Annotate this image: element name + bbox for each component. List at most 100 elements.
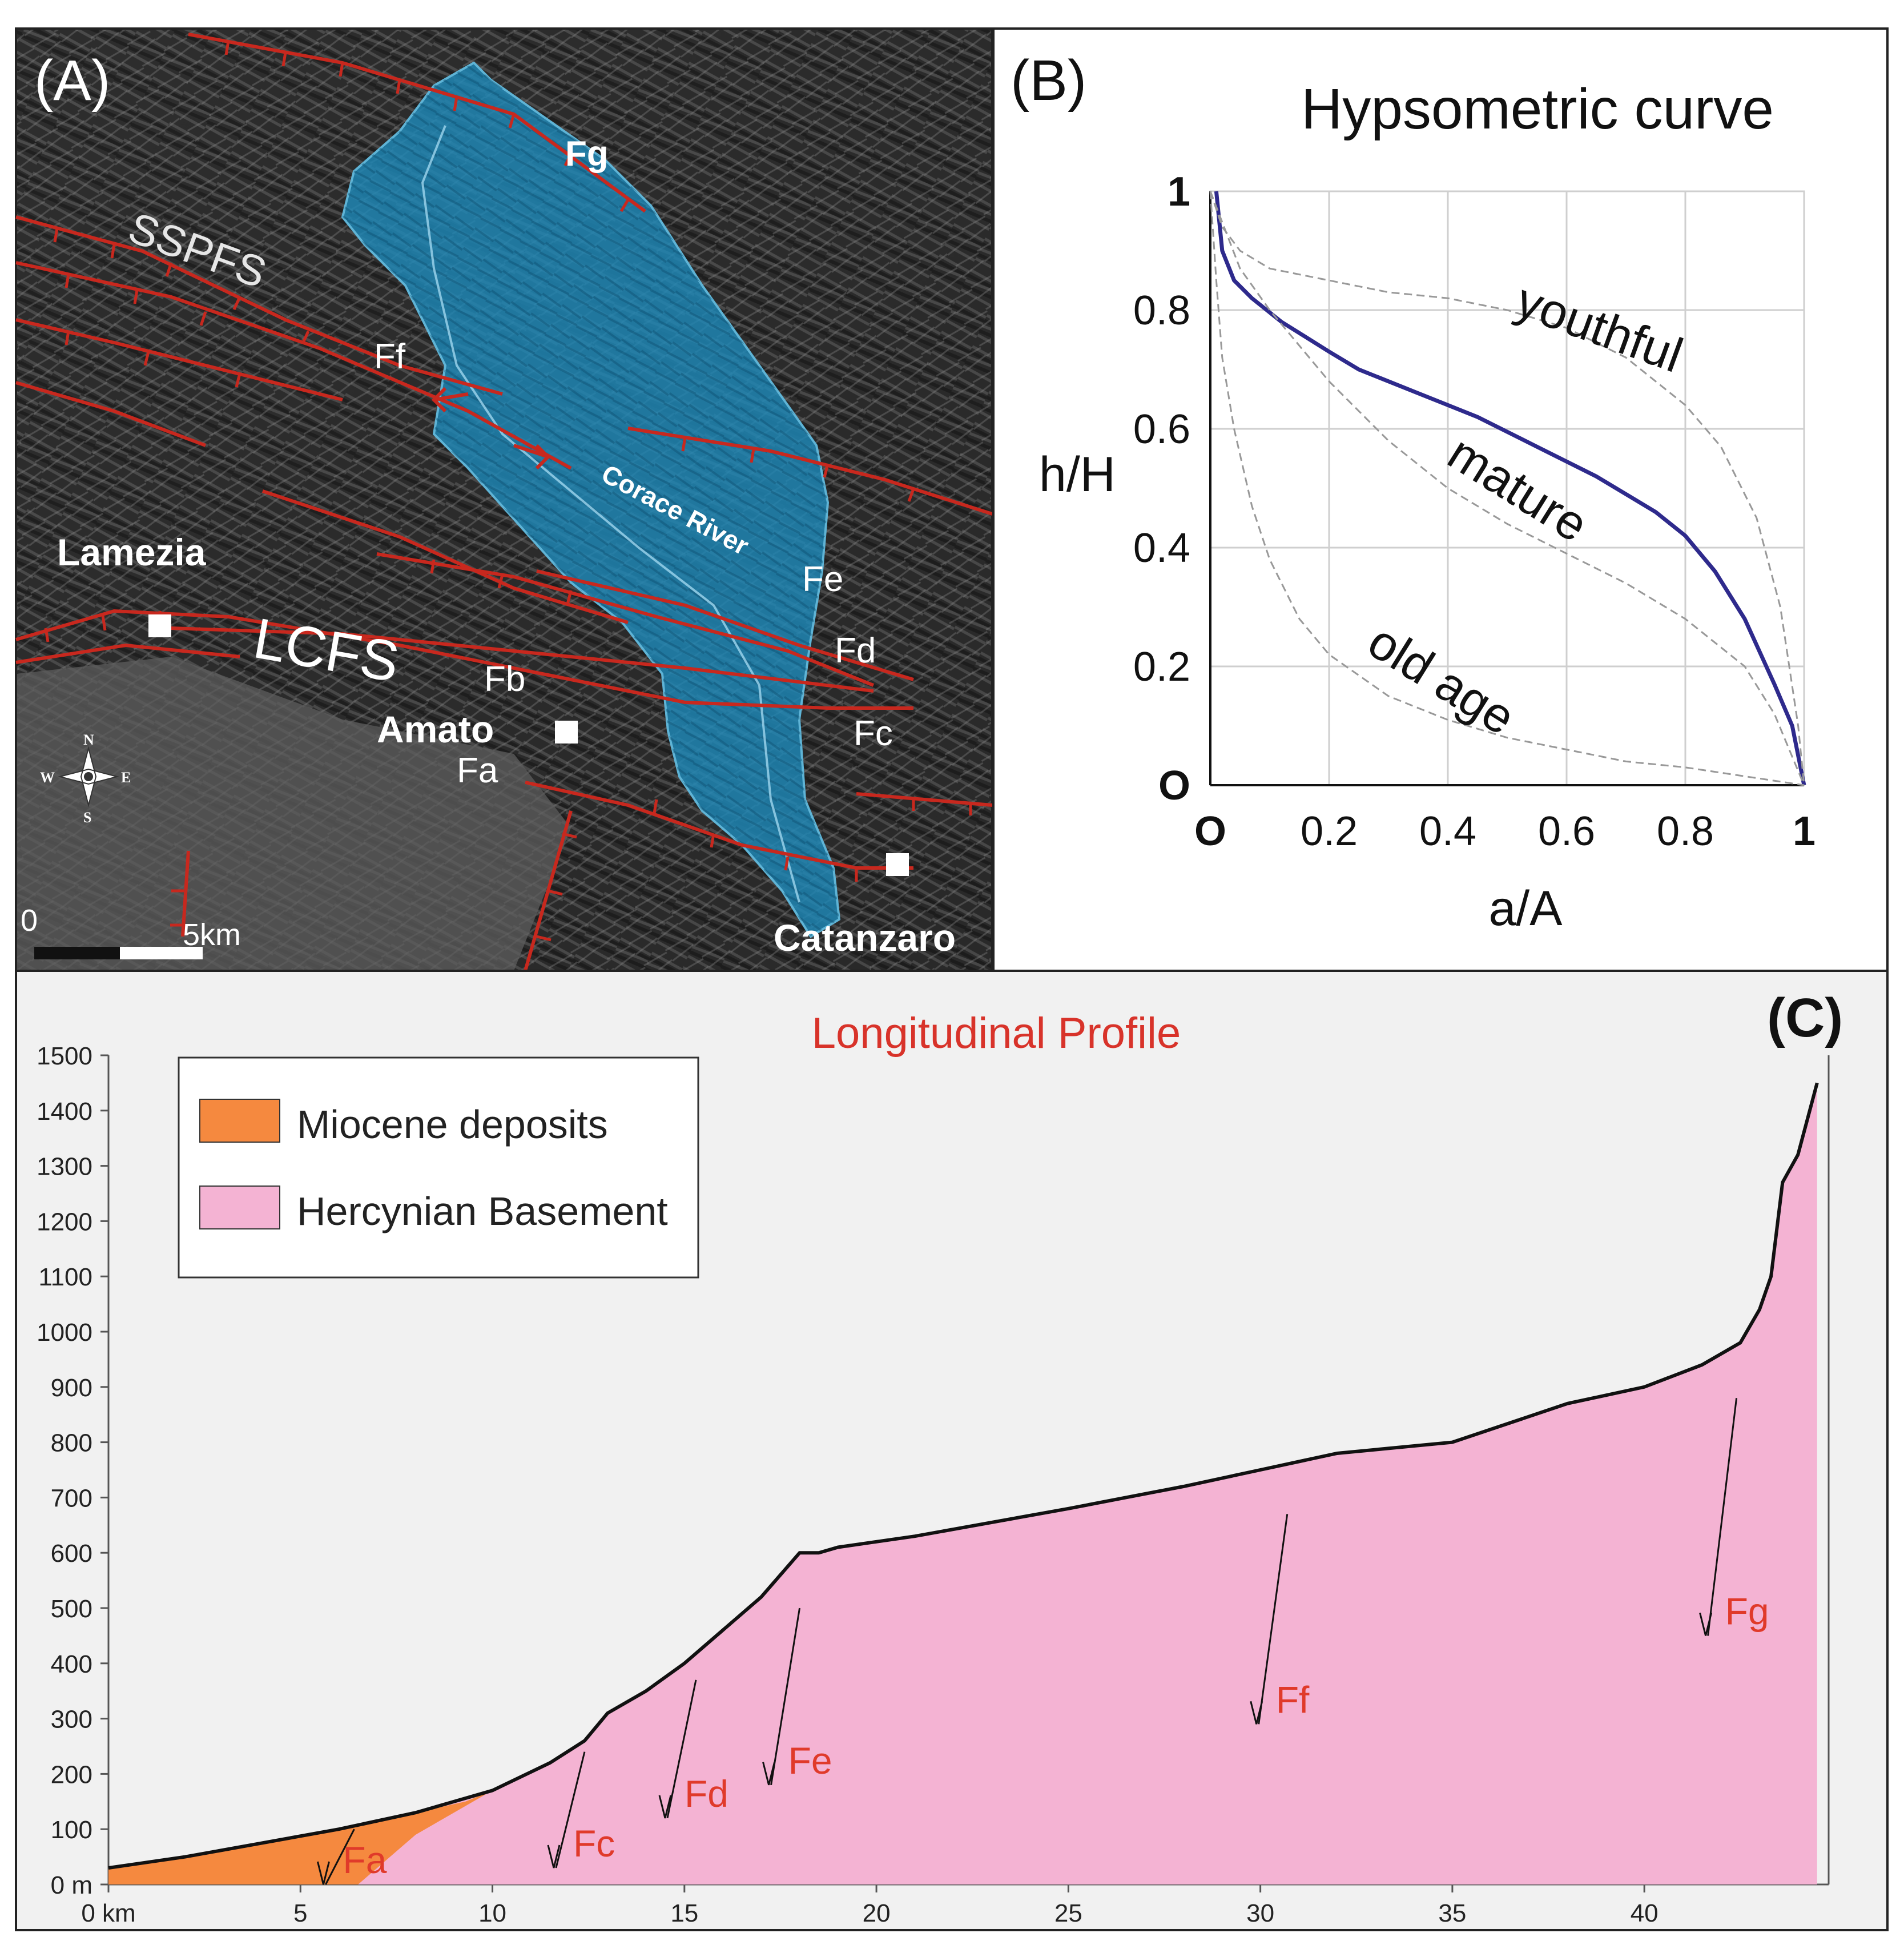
hyps-y-tick: 0.4 [1133,525,1190,571]
town-label-catanzaro: Catanzaro [774,917,956,959]
fault-trace [525,781,913,870]
profile-x-tick: 30 [1246,1899,1274,1927]
profile-x-tick: 10 [478,1899,506,1927]
profile-fault-arrow [658,1795,672,1819]
profile-fault-label: Fe [788,1739,832,1782]
map-fault-fg: Fg [565,134,609,174]
panel-b-hypsometric: (B) Hypsometric curve O 0.2 0.4 0.6 0.8 1 O 0.2… [992,27,1889,972]
fault-tick [65,274,207,326]
panel-b-label: (B) [1011,49,1086,112]
hyps-x-tick: O [1194,809,1226,854]
compass-n: N [83,732,94,748]
profile-y-tick: 900 [51,1374,92,1402]
hyps-curves [1209,191,1806,786]
compass-rose: N S E W [40,732,131,826]
fault-tick [912,797,972,815]
legend-swatch-miocene [199,1099,280,1143]
fault-trace [181,850,190,937]
hyps-x-tick: 0.4 [1419,809,1476,854]
profile-y-tick: 400 [51,1650,92,1678]
scale-bar-white [120,947,203,959]
profile-x-tick: 40 [1631,1899,1659,1927]
profile-fault-arrow [1699,1613,1713,1636]
fault-trace [188,33,646,213]
plain-lowland [16,657,571,971]
profile-y-tick: 1200 [37,1208,92,1236]
hyps-y-tick: O [1158,763,1190,809]
profile-y-tick: 0 m [51,1871,92,1899]
legend-label-miocene: Miocene deposits [297,1102,608,1147]
fault-tick [536,832,577,942]
profile-y-tick: 800 [51,1429,92,1457]
corace-river-line [421,125,800,903]
profile-fault-line [1707,1397,1738,1636]
fault-trace [15,643,240,664]
profile-y-tick: 300 [51,1706,92,1734]
hyps-reference-curve-old-age [1209,191,1805,786]
profile-y-tick: 500 [51,1595,92,1623]
profile-y-tick: 100 [51,1816,92,1844]
town-marker-catanzaro [886,853,909,876]
profile-y-tick: 1300 [37,1153,92,1181]
panel-c-title: Longitudinal Profile [812,1009,1181,1058]
hyps-grid [1209,190,1805,786]
fault-tick [681,437,915,502]
fault-tick [430,559,573,605]
hyps-y-tick: 0.2 [1133,644,1190,690]
hyps-ticks: O 0.2 0.4 0.6 0.8 1 O 0.2 0.4 0.6 0.8 1 [1133,169,1816,854]
hyps-basin-curve [1214,191,1806,786]
fault-trace [15,261,572,470]
panel-a-map: (A) Lamezia Amato Catanzaro SSPFS LCFS F… [15,27,993,972]
fault-tick [653,799,858,882]
profile-x-tick: 20 [863,1899,891,1927]
profile-fault-arrow [547,1844,561,1868]
profile-faults: Fa Fc Fd Fe Ff Fg [316,1397,1769,1885]
compass-center [84,772,93,781]
profile-legend: Miocene deposits Hercynian Basement [178,1056,699,1279]
panel-c-profile: (C) Longitudinal Profile 0 m 100 200 300 400… [15,970,1889,1931]
profile-fault-line [555,1751,586,1868]
fault-trace [15,609,913,710]
panel-c-label: (C) [1767,987,1843,1048]
fault-tick [170,889,184,927]
fault-tick [65,331,241,388]
compass-s: S [83,809,91,826]
scale-bar: 0 5km [21,903,241,959]
fault-ticks [44,41,972,942]
fault-arrow [513,444,551,470]
hyps-y-tick: 0.6 [1133,407,1190,452]
profile-fault-line [1258,1514,1289,1725]
profile-fault-arrow [1250,1701,1263,1725]
compass-e: E [121,769,131,786]
profile-fault-label: Ff [1276,1678,1310,1721]
map-fault-fa: Fa [457,751,498,790]
hyps-x-tick: 0.8 [1657,809,1714,854]
scale-start: 0 [21,903,38,938]
legend-label-hercynian: Hercynian Basement [297,1189,668,1233]
scale-bar-black [34,947,120,959]
hyps-ylabel: h/H [1039,447,1116,502]
profile-areas [108,1082,1819,1884]
fault-tick [224,41,630,212]
fault-trace [262,489,629,624]
profile-y-tick: 1500 [37,1042,92,1070]
profile-y-tick: 600 [51,1540,92,1568]
profile-fault-label: Fc [573,1822,615,1864]
profile-fault-line [325,1829,355,1885]
profile-fault-line [770,1608,801,1785]
profile-y-tick: 1400 [37,1098,92,1126]
map-fault-fd: Fd [835,631,876,670]
compass-w: W [40,769,55,786]
profile-y-tick: 200 [51,1761,92,1789]
map-fault-fe: Fe [802,560,843,599]
hyps-plot-area [1209,190,1805,786]
profile-fault-label: Fg [1725,1590,1769,1632]
hyps-x-tick: 0.2 [1301,809,1358,854]
scale-end: 5km [183,918,241,952]
corace-basin-texture [343,63,839,937]
fault-trace [15,318,343,401]
profile-y-tick: 1000 [37,1319,92,1347]
fault-lines [15,33,993,971]
fault-trace [15,381,207,447]
